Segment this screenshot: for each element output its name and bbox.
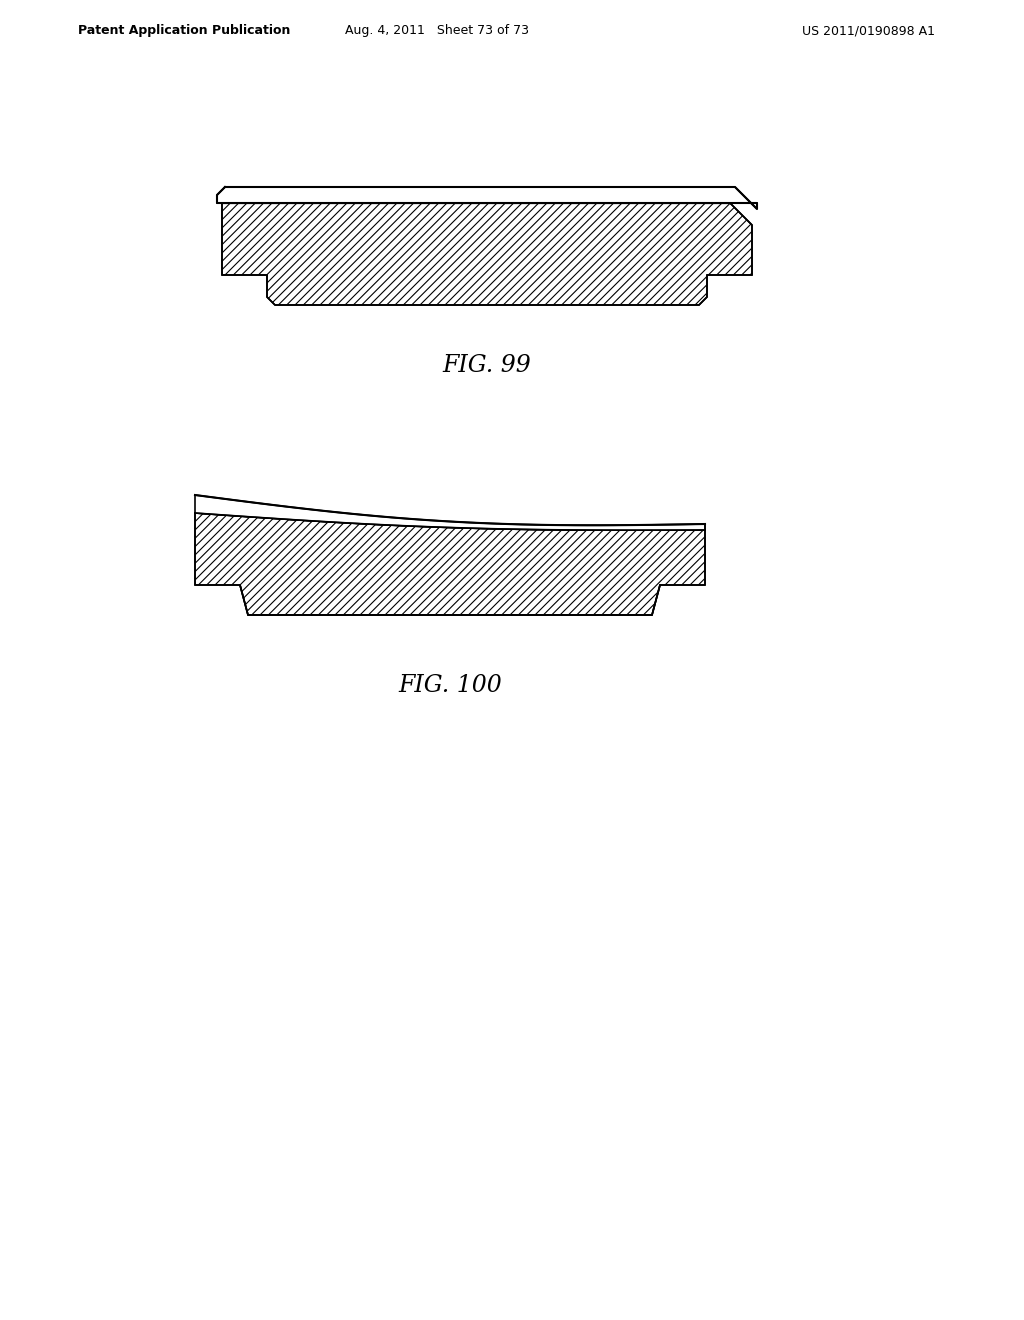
Text: FIG. 100: FIG. 100 <box>398 673 502 697</box>
Polygon shape <box>195 513 705 615</box>
Text: Aug. 4, 2011   Sheet 73 of 73: Aug. 4, 2011 Sheet 73 of 73 <box>345 24 529 37</box>
Text: Patent Application Publication: Patent Application Publication <box>78 24 291 37</box>
Text: US 2011/0190898 A1: US 2011/0190898 A1 <box>802 24 935 37</box>
Polygon shape <box>217 187 757 209</box>
Polygon shape <box>222 203 752 305</box>
Polygon shape <box>195 495 705 531</box>
Text: FIG. 99: FIG. 99 <box>442 354 531 376</box>
